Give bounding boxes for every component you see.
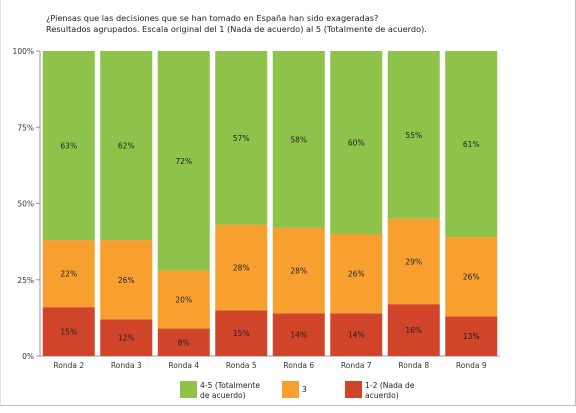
data-label: 26%	[463, 273, 480, 282]
bar-segment	[330, 51, 383, 234]
data-label: 28%	[290, 267, 307, 276]
data-label: 12%	[118, 334, 135, 343]
data-label: 14%	[290, 331, 307, 340]
data-label: 15%	[60, 328, 77, 337]
y-tick-label: 25%	[17, 276, 34, 285]
data-label: 29%	[405, 257, 422, 266]
bar-segment	[42, 307, 95, 356]
bar-segment	[445, 237, 498, 317]
x-tick-label: Ronda 4	[168, 361, 199, 370]
data-label: 26%	[118, 276, 135, 285]
bar-segment	[272, 227, 325, 314]
legend-label-4-5: 4-5 (Totalmente de acuerdo)	[200, 381, 261, 400]
legend-swatch-3	[282, 381, 299, 398]
data-label: 22%	[60, 270, 77, 279]
bar-segment	[157, 328, 210, 356]
legend-item-1-2: 1-2 (Nada de acuerdo)	[345, 381, 415, 401]
bar-segment	[272, 313, 325, 356]
data-label: 14%	[348, 331, 365, 340]
data-label: 61%	[463, 140, 480, 149]
x-tick-label: Ronda 7	[341, 361, 372, 370]
data-label: 26%	[348, 270, 365, 279]
chart-legend: 4-5 (Totalmente de acuerdo) 3 1-2 (Nada …	[0, 381, 576, 405]
y-tick-label: 100%	[13, 47, 34, 56]
bar-segment	[215, 51, 268, 225]
bar-segment	[387, 218, 440, 305]
bar-segment	[157, 270, 210, 329]
legend-label-1-2: 1-2 (Nada de acuerdo)	[365, 381, 415, 400]
bar-segment	[330, 234, 383, 314]
data-label: 58%	[290, 135, 307, 144]
legend-swatch-1-2	[345, 381, 362, 398]
bar-segment	[100, 240, 153, 320]
bar-segment	[445, 316, 498, 356]
data-label: 72%	[175, 157, 192, 166]
data-label: 57%	[233, 134, 250, 143]
legend-label-3: 3	[302, 385, 307, 394]
bar-segment	[42, 240, 95, 308]
bar-segment	[387, 304, 440, 356]
x-tick-label: Ronda 6	[283, 361, 314, 370]
bar-segment	[387, 51, 440, 219]
legend-item-3: 3	[282, 381, 307, 398]
legend-item-4-5: 4-5 (Totalmente de acuerdo)	[180, 381, 260, 401]
data-label: 13%	[463, 332, 480, 341]
y-tick-label: 75%	[17, 123, 34, 132]
bar-segment	[42, 51, 95, 241]
x-tick-label: Ronda 3	[111, 361, 142, 370]
bar-segment	[445, 51, 498, 238]
x-tick-label: Ronda 2	[53, 361, 84, 370]
data-label: 20%	[175, 296, 192, 305]
chart-subtitle: Resultados agrupados. Escala original de…	[46, 24, 427, 34]
legend-swatch-4-5	[180, 381, 197, 398]
bar-segment	[215, 310, 268, 356]
data-label: 15%	[233, 329, 250, 338]
data-label: 60%	[348, 139, 365, 148]
x-tick-label: Ronda 5	[226, 361, 257, 370]
data-label: 28%	[233, 264, 250, 273]
bar-segment	[157, 51, 210, 271]
bar-segment	[100, 51, 153, 241]
bar-segment	[215, 224, 268, 311]
bar-segment	[272, 51, 325, 228]
y-tick-label: 50%	[17, 200, 34, 209]
bar-segment	[330, 313, 383, 356]
data-label: 63%	[60, 142, 77, 151]
x-tick-label: Ronda 9	[456, 361, 487, 370]
y-tick-label: 0%	[22, 352, 34, 361]
data-label: 8%	[178, 338, 190, 347]
data-label: 62%	[118, 142, 135, 151]
data-label: 16%	[405, 326, 422, 335]
bar-segment	[100, 319, 153, 356]
x-tick-label: Ronda 8	[398, 361, 429, 370]
chart-title: ¿Piensas que las decisiones que se han t…	[46, 13, 379, 23]
data-label: 55%	[405, 131, 422, 140]
